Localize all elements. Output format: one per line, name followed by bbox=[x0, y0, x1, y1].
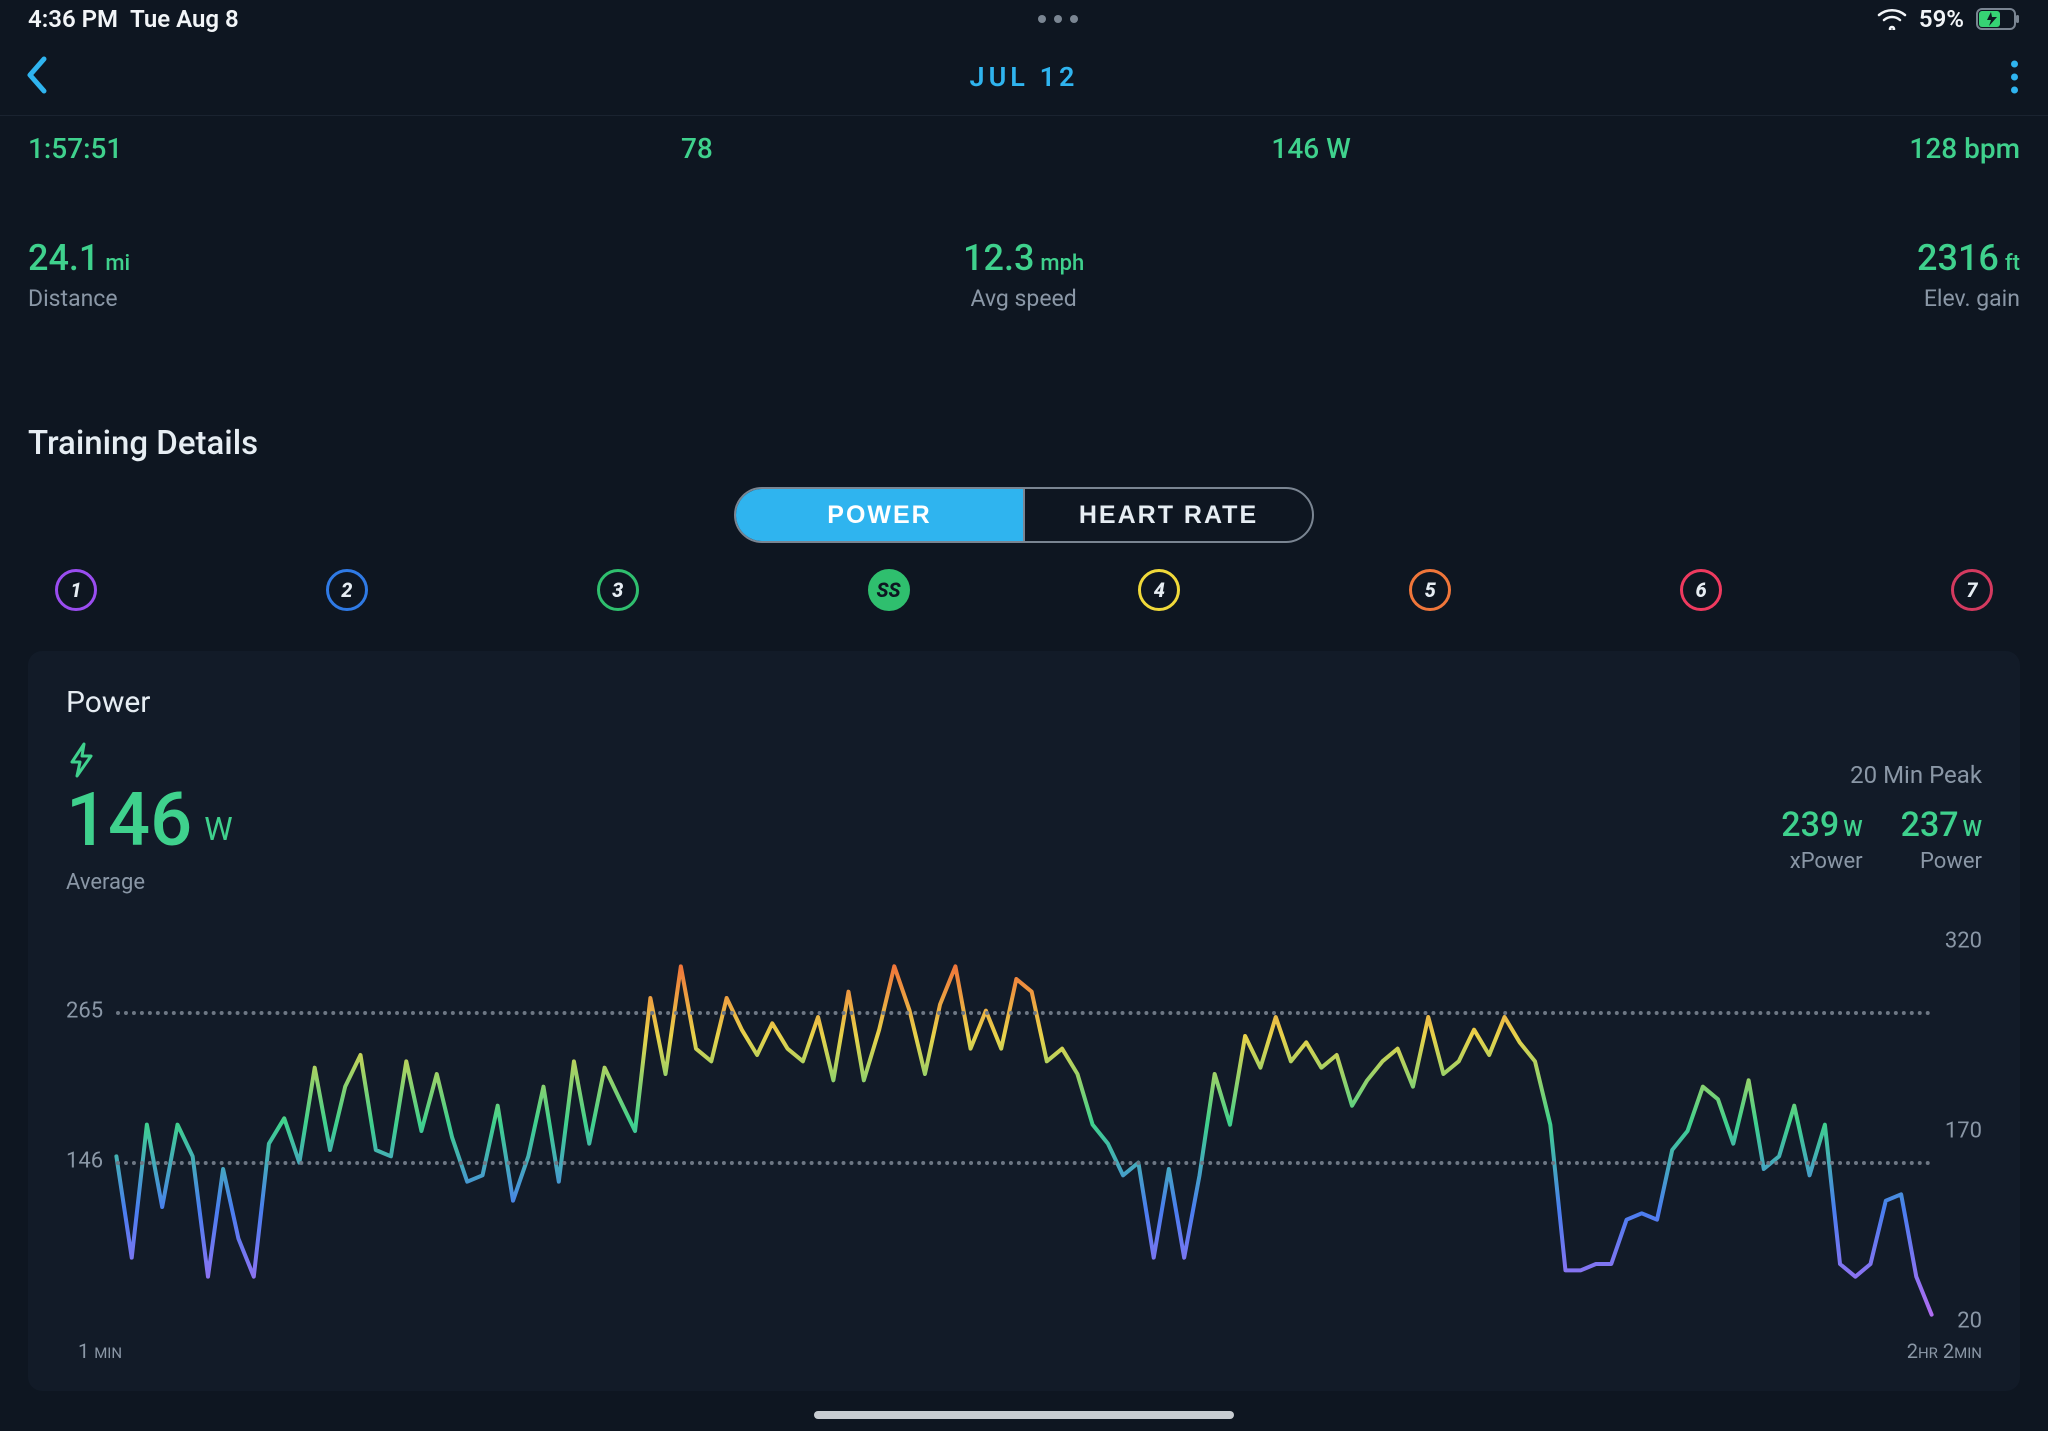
chart-guide-label: 265 bbox=[66, 998, 103, 1023]
stat-elev-label: Elev. gain bbox=[1924, 285, 2020, 312]
status-time: 4:36 PM bbox=[28, 5, 118, 33]
back-button[interactable] bbox=[24, 55, 50, 99]
zone-pill-1[interactable]: 1 bbox=[55, 569, 97, 611]
status-left: 4:36 PM Tue Aug 8 bbox=[28, 5, 239, 33]
stat-avg-speed: 12.3mph Avg speed bbox=[963, 237, 1084, 312]
battery-pct: 59% bbox=[1919, 5, 1964, 33]
multitask-dots[interactable] bbox=[1038, 15, 1078, 23]
segment-heart-rate[interactable]: HEART RATE bbox=[1023, 489, 1312, 541]
stat-elev-gain: 2316ft Elev. gain bbox=[1917, 237, 2020, 312]
zone-pill-2[interactable]: 2 bbox=[326, 569, 368, 611]
status-bar: 4:36 PM Tue Aug 8 59% bbox=[0, 0, 2048, 38]
stat-distance-value: 24.1 bbox=[28, 237, 99, 279]
power-avg-label: Average bbox=[66, 870, 1982, 895]
segmented-power-hr: POWER HEART RATE bbox=[734, 487, 1314, 543]
power-card: Power 146 W Average 20 Min Peak 239W xPo… bbox=[28, 651, 2020, 1391]
status-date: Tue Aug 8 bbox=[130, 5, 239, 33]
metric-heart-rate: 128 bpm bbox=[1909, 132, 2020, 165]
stats-row: 24.1mi Distance 12.3mph Avg speed 2316ft… bbox=[0, 175, 2048, 324]
peak-power-label: Power bbox=[1901, 849, 1982, 874]
stat-distance-unit: mi bbox=[105, 251, 130, 276]
chart-xtick-start: 1 MIN bbox=[78, 1339, 122, 1363]
peak-title: 20 Min Peak bbox=[1781, 761, 1982, 789]
zone-pill-ss[interactable]: SS bbox=[868, 569, 910, 611]
zone-pill-7[interactable]: 7 bbox=[1951, 569, 1993, 611]
nav-title: JUL 12 bbox=[970, 61, 1079, 93]
zone-pill-4[interactable]: 4 bbox=[1138, 569, 1180, 611]
zone-pill-5[interactable]: 5 bbox=[1409, 569, 1451, 611]
peak-block: 20 Min Peak 239W xPower 237W Power bbox=[1781, 761, 1982, 874]
metric-cadence: 78 bbox=[681, 132, 713, 165]
home-indicator[interactable] bbox=[814, 1411, 1234, 1419]
power-chart[interactable]: 320170202651461 MIN2HR 2MIN bbox=[66, 941, 1982, 1321]
segment-power[interactable]: POWER bbox=[736, 489, 1023, 541]
peak-xpower-unit: W bbox=[1843, 817, 1862, 842]
stat-elev-unit: ft bbox=[2005, 251, 2020, 276]
peak-power-unit: W bbox=[1963, 817, 1982, 842]
chart-ytick: 320 bbox=[1945, 929, 1982, 954]
stat-distance: 24.1mi Distance bbox=[28, 237, 130, 312]
chart-ytick: 20 bbox=[1957, 1309, 1982, 1334]
chart-xtick-end: 2HR 2MIN bbox=[1907, 1339, 1982, 1363]
power-avg-value: 146 bbox=[66, 784, 192, 858]
chart-guide-label: 146 bbox=[66, 1149, 103, 1174]
stat-speed-unit: mph bbox=[1040, 251, 1084, 276]
chart-guide-line bbox=[116, 1011, 1932, 1015]
peak-xpower: 239W xPower bbox=[1781, 805, 1862, 874]
wifi-icon bbox=[1877, 8, 1907, 30]
bolt-icon bbox=[66, 742, 1982, 782]
zone-pill-6[interactable]: 6 bbox=[1680, 569, 1722, 611]
peak-xpower-label: xPower bbox=[1781, 849, 1862, 874]
stat-elev-value: 2316 bbox=[1917, 237, 1999, 279]
power-avg-unit: W bbox=[204, 810, 232, 848]
summary-metrics-row: 1:57:51 78 146 W 128 bpm bbox=[0, 116, 2048, 175]
stat-distance-label: Distance bbox=[28, 285, 130, 312]
status-right: 59% bbox=[1877, 5, 2020, 33]
battery-charging-icon bbox=[1976, 8, 2020, 30]
more-menu-button[interactable] bbox=[2011, 60, 2018, 93]
chart-ytick: 170 bbox=[1945, 1119, 1982, 1144]
zones-row: 1 2 3 SS 4 5 6 7 bbox=[0, 547, 2048, 633]
peak-power-value: 237 bbox=[1901, 805, 1959, 845]
chart-guide-line bbox=[116, 1161, 1932, 1165]
nav-bar: JUL 12 bbox=[0, 38, 2048, 116]
metric-power: 146 W bbox=[1271, 132, 1350, 165]
stat-speed-label: Avg speed bbox=[971, 285, 1077, 312]
peak-xpower-value: 239 bbox=[1781, 805, 1839, 845]
stat-speed-value: 12.3 bbox=[963, 237, 1034, 279]
peak-power: 237W Power bbox=[1901, 805, 1982, 874]
section-training-details: Training Details bbox=[0, 324, 2048, 487]
metric-duration: 1:57:51 bbox=[28, 132, 122, 165]
power-card-title: Power bbox=[66, 685, 1982, 720]
zone-pill-3[interactable]: 3 bbox=[597, 569, 639, 611]
